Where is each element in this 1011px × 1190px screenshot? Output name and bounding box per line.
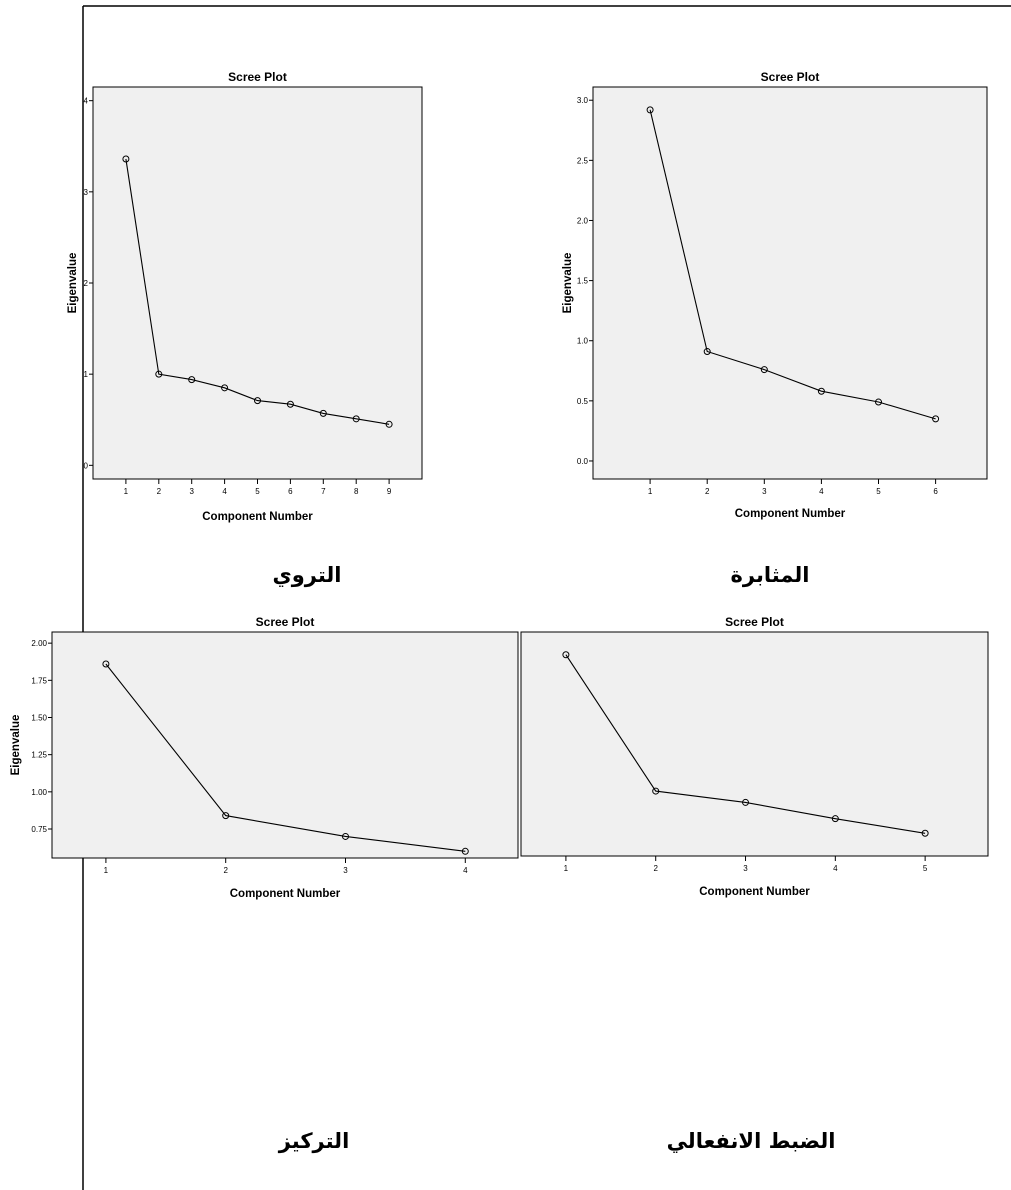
data-point [221, 384, 229, 392]
y-tick-label: 1.0 [577, 337, 589, 346]
x-tick-label: 3 [189, 487, 194, 496]
data-point [352, 415, 360, 423]
x-axis-label: Component Number [230, 888, 341, 900]
data-point [461, 847, 469, 855]
x-tick-label: 2 [223, 866, 228, 875]
x-tick-label: 4 [833, 864, 838, 873]
x-tick-label: 1 [124, 487, 129, 496]
data-point [652, 787, 660, 795]
x-tick-label: 6 [933, 487, 938, 496]
x-tick-label: 3 [743, 864, 748, 873]
x-tick-label: 3 [762, 487, 767, 496]
data-point [875, 398, 883, 406]
y-tick-label: 2.0 [577, 216, 589, 225]
x-tick-label: 9 [387, 487, 392, 496]
eigenvalue-series-line [125, 158, 390, 425]
chart-caption: التركيز [278, 1129, 350, 1153]
y-tick-label: 2 [84, 279, 89, 288]
data-point [646, 106, 654, 114]
x-tick-label: 6 [288, 487, 293, 496]
data-point [760, 366, 768, 374]
data-point [341, 832, 349, 840]
eigenvalue-series-line [105, 663, 466, 852]
x-tick-label: 7 [321, 487, 326, 496]
x-tick-label: 5 [255, 487, 260, 496]
scree-plot-muthabara: 1 2 3 4 5 6 0.0 0.5 1.0 1.5 2.0 2.5 3.0 Scree Plot C… [562, 70, 988, 587]
y-tick-label: 0.0 [577, 457, 589, 466]
data-point [703, 348, 711, 356]
data-point [102, 660, 110, 668]
chart-title: Scree Plot [761, 70, 820, 84]
data-point [286, 400, 294, 408]
y-tick-label: 3.0 [577, 96, 589, 105]
plot-area-background [92, 86, 423, 480]
plot-area-background [51, 631, 519, 859]
y-axis-label: Eigenvalue [10, 715, 22, 776]
x-tick-label: 3 [343, 866, 348, 875]
y-axis-label: Eigenvalue [67, 253, 79, 314]
y-tick-label: 3 [84, 188, 89, 197]
x-tick-label: 8 [354, 487, 359, 496]
chart-caption: المثابرة [731, 563, 810, 587]
plot-area-background [592, 86, 988, 480]
x-tick-label: 2 [705, 487, 710, 496]
eigenvalue-series-line [565, 654, 926, 834]
x-tick-label: 1 [564, 864, 569, 873]
x-tick-label: 5 [876, 487, 881, 496]
data-point [831, 815, 839, 823]
data-point [122, 155, 130, 163]
data-point [742, 798, 750, 806]
x-tick-label: 4 [222, 487, 227, 496]
y-axis-label: Eigenvalue [562, 253, 574, 314]
x-tick-label: 5 [923, 864, 928, 873]
eigenvalue-series-line [649, 109, 936, 420]
data-point [385, 420, 393, 428]
data-point [921, 829, 929, 837]
x-tick-label: 4 [463, 866, 468, 875]
chart-title: Scree Plot [725, 615, 784, 629]
y-tick-label: 1.50 [31, 713, 47, 722]
chart-caption: التروي [272, 563, 341, 588]
y-tick-label: 1.25 [31, 751, 47, 760]
x-axis-label: Component Number [202, 511, 313, 523]
chart-title: Scree Plot [256, 615, 315, 629]
y-tick-label: 0 [84, 461, 89, 470]
x-tick-label: 2 [157, 487, 162, 496]
x-tick-label: 1 [648, 487, 653, 496]
chart-title: Scree Plot [228, 70, 287, 84]
data-point [188, 376, 196, 384]
y-tick-label: 2.5 [577, 156, 589, 165]
data-point [319, 409, 327, 417]
y-tick-label: 4 [84, 97, 89, 106]
y-tick-label: 1.5 [577, 277, 589, 286]
x-axis-label: Component Number [735, 508, 846, 520]
x-tick-label: 2 [653, 864, 658, 873]
scree-plot-tarkeez: 1 2 3 40.751.001.251.501.752.00 Scree Plot … [10, 615, 519, 1153]
data-point [155, 370, 163, 378]
scree-plot-dabt-infiali: 1 2 3 4 5 Scree Plot Component Number الضبط … [520, 615, 989, 1153]
chart-caption: الضبط الانفعالي [667, 1129, 836, 1153]
plot-area-background [520, 631, 989, 857]
y-tick-label: 1 [84, 370, 89, 379]
x-tick-label: 4 [819, 487, 824, 496]
y-tick-label: 0.5 [577, 397, 589, 406]
y-tick-label: 1.00 [31, 788, 47, 797]
scree-plot-tarawwi: 1 2 3 4 5 6 7 8 9 0 1 2 3 4 Scree Plot Component Numb… [67, 70, 423, 588]
y-tick-label: 2.00 [31, 639, 47, 648]
x-axis-label: Component Number [699, 886, 810, 898]
y-tick-label: 1.75 [31, 676, 47, 685]
data-point [222, 812, 230, 820]
y-tick-label: 0.75 [31, 825, 47, 834]
x-tick-label: 1 [104, 866, 109, 875]
data-point [254, 397, 261, 405]
data-point [932, 415, 940, 423]
data-point [562, 651, 570, 659]
data-point [817, 387, 825, 395]
